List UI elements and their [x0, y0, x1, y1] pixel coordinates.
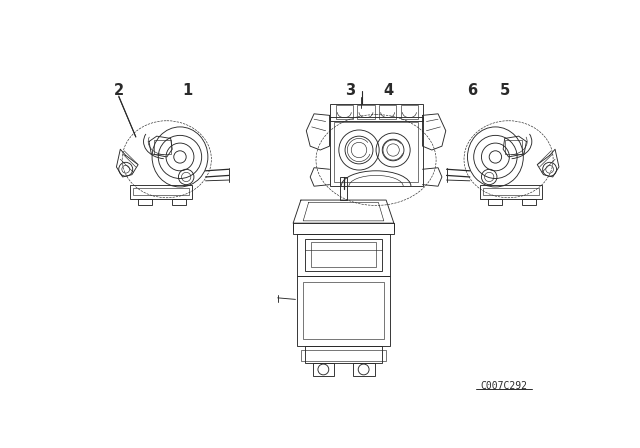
Bar [522, 198, 536, 205]
Bar [336, 105, 353, 119]
Bar [312, 362, 334, 376]
Bar [353, 362, 374, 376]
Text: 3: 3 [344, 83, 355, 98]
Bar [401, 105, 418, 119]
Bar [483, 188, 539, 195]
Bar [480, 185, 542, 198]
Text: 5: 5 [500, 83, 510, 98]
Bar [488, 198, 502, 205]
Bar [134, 188, 189, 195]
Bar [340, 177, 348, 200]
Bar [311, 242, 376, 267]
Bar [334, 121, 418, 181]
Bar [131, 185, 193, 198]
Text: 1: 1 [182, 83, 192, 98]
Bar [301, 350, 386, 361]
Bar [303, 282, 384, 340]
Bar [330, 104, 422, 121]
Bar [358, 105, 374, 119]
Bar [305, 345, 382, 362]
Bar [330, 117, 422, 186]
Text: 6: 6 [467, 83, 477, 98]
Bar [379, 105, 396, 119]
Bar [297, 276, 390, 345]
Bar [138, 198, 152, 205]
Bar [305, 238, 382, 271]
Bar [293, 223, 394, 234]
Bar [297, 234, 390, 276]
Bar [172, 198, 186, 205]
Bar [154, 140, 171, 154]
Text: 2: 2 [114, 83, 124, 98]
Text: C007C292: C007C292 [481, 381, 527, 391]
Text: 4: 4 [383, 83, 394, 98]
Bar [505, 140, 522, 154]
